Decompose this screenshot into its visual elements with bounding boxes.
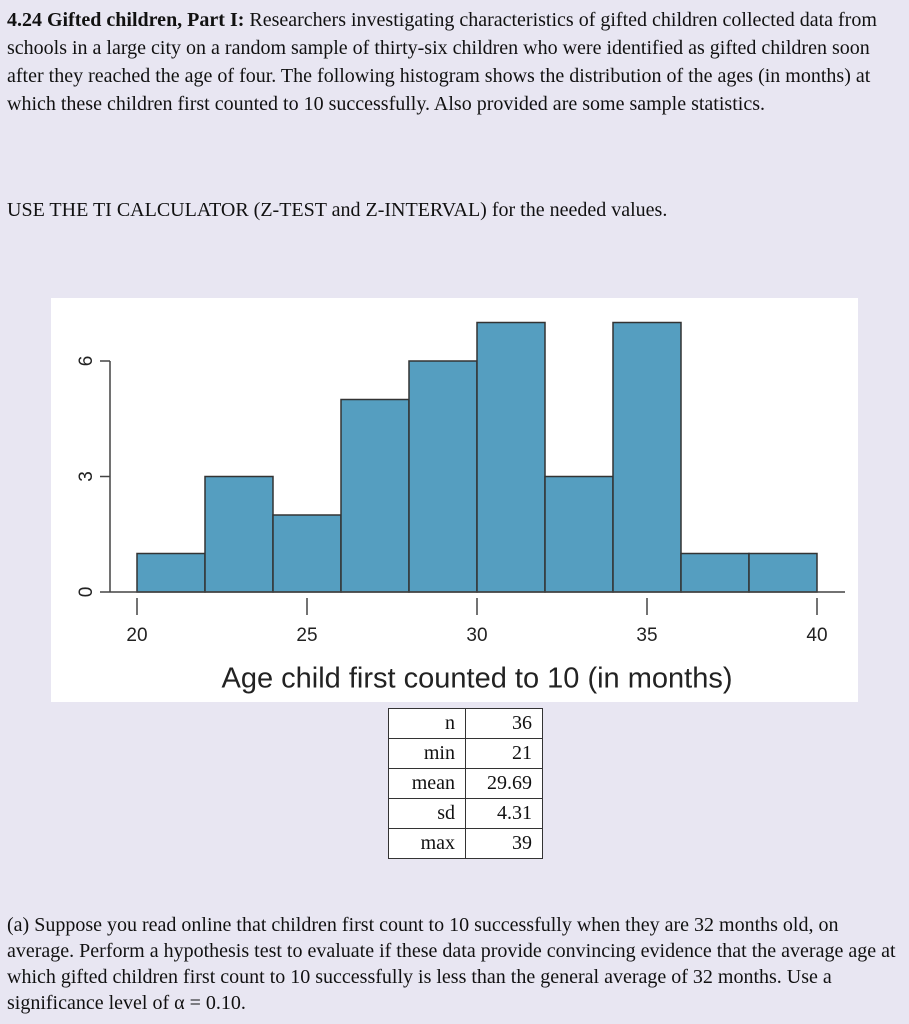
bar xyxy=(272,514,342,593)
stat-name: sd xyxy=(388,798,466,829)
stat-value: 21 xyxy=(465,738,543,769)
bar xyxy=(476,321,546,593)
y-tick-label: 6 xyxy=(76,356,97,367)
stat-name: mean xyxy=(388,768,466,799)
y-tick-label: 3 xyxy=(76,471,97,482)
x-tick-label: 25 xyxy=(296,625,317,646)
question: (a) Suppose you read online that childre… xyxy=(7,914,896,1014)
bar xyxy=(340,398,410,593)
bar xyxy=(544,475,614,593)
table-row: n 36 xyxy=(388,708,543,739)
bar xyxy=(408,360,478,593)
stats-table: n 36 min 21 mean 29.69 sd 4.31 max 39 xyxy=(388,708,543,859)
chart: Age child first counted to 10 (in months… xyxy=(51,298,858,702)
stat-value: 39 xyxy=(465,828,543,859)
stat-name: max xyxy=(388,828,466,859)
bar xyxy=(680,552,750,593)
table-row: min 21 xyxy=(388,738,543,769)
table-row: max 39 xyxy=(388,828,543,859)
bar xyxy=(748,552,818,593)
x-tick-label: 20 xyxy=(126,625,147,646)
title: 4.24 Gifted children, Part I: xyxy=(7,9,245,31)
stat-value: 29.69 xyxy=(465,768,543,799)
stat-value: 36 xyxy=(465,708,543,739)
stat-value: 4.31 xyxy=(465,798,543,829)
bar xyxy=(136,552,206,593)
intro-text: Researchers investigating characteristic… xyxy=(7,9,877,115)
x-tick-label: 40 xyxy=(806,625,827,646)
stat-name: min xyxy=(388,738,466,769)
stat-name: n xyxy=(388,708,466,739)
bar xyxy=(204,475,274,593)
instruction: USE THE TI CALCULATOR (Z-TEST and Z-INTE… xyxy=(7,199,668,221)
table-row: mean 29.69 xyxy=(388,768,543,799)
bar xyxy=(612,321,682,593)
intro: 4.24 Gifted children, Part I: Researcher… xyxy=(7,6,897,118)
x-axis-label: Age child first counted to 10 (in months… xyxy=(222,663,733,695)
table-row: sd 4.31 xyxy=(388,798,543,829)
x-tick-label: 30 xyxy=(466,625,487,646)
x-tick-label: 35 xyxy=(636,625,657,646)
y-tick-label: 0 xyxy=(76,587,97,598)
